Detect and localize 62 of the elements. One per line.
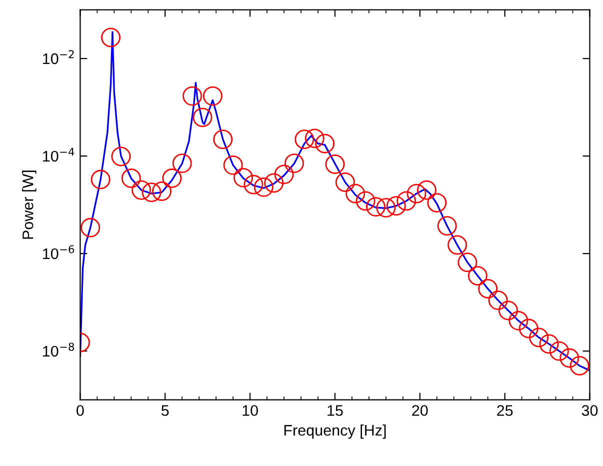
x-tick-label: 15	[328, 405, 343, 416]
point	[508, 310, 528, 330]
point	[182, 86, 202, 106]
x-tick-label: 0	[76, 405, 84, 416]
point	[101, 28, 120, 48]
point	[560, 348, 580, 368]
point	[498, 300, 518, 320]
x-tick-label: 10	[242, 405, 258, 416]
y-axis-title: Power [W]	[22, 170, 36, 239]
point	[162, 168, 182, 188]
point	[335, 172, 355, 192]
point	[570, 356, 590, 376]
point	[356, 191, 376, 211]
point	[468, 266, 488, 286]
point	[213, 130, 233, 150]
point	[406, 184, 426, 204]
point	[325, 154, 345, 174]
point	[437, 216, 457, 236]
point	[427, 193, 447, 213]
point	[244, 174, 264, 194]
point	[448, 235, 467, 255]
point	[518, 318, 538, 338]
y-tick-label: 10$^{−6}$	[43, 245, 74, 260]
point	[366, 197, 386, 217]
point	[539, 334, 559, 354]
y-tick-label: 10$^{−2}$	[43, 50, 74, 64]
point	[111, 146, 131, 166]
point	[192, 108, 212, 128]
point	[142, 182, 162, 202]
point	[132, 180, 152, 200]
point	[549, 341, 569, 361]
point	[529, 328, 549, 348]
point	[234, 168, 253, 188]
x-tick-label: 20	[412, 405, 428, 416]
x-tick-label: 5	[161, 405, 169, 416]
x-axis-title: Frequency [Hz]	[284, 424, 386, 439]
x-tick-label: 30	[582, 405, 598, 416]
y-tick-label: 10$^{−8}$	[43, 342, 74, 357]
point	[346, 184, 366, 204]
point	[416, 180, 436, 200]
point	[90, 170, 110, 190]
point	[254, 177, 274, 197]
point	[294, 130, 314, 150]
point	[274, 164, 294, 184]
point	[396, 191, 416, 211]
point	[304, 128, 324, 148]
point	[488, 290, 508, 310]
point	[172, 154, 192, 174]
point	[315, 134, 334, 154]
point	[264, 173, 284, 193]
point	[121, 168, 141, 188]
point	[386, 196, 406, 216]
point	[80, 218, 100, 238]
point	[152, 181, 172, 201]
y-tick-label: 10$^{−4}$	[43, 148, 74, 162]
x-tick-label: 25	[497, 405, 513, 416]
point	[376, 198, 396, 218]
point	[223, 155, 243, 175]
point	[284, 154, 304, 174]
point	[202, 86, 222, 106]
point	[458, 252, 478, 272]
point	[478, 279, 498, 298]
